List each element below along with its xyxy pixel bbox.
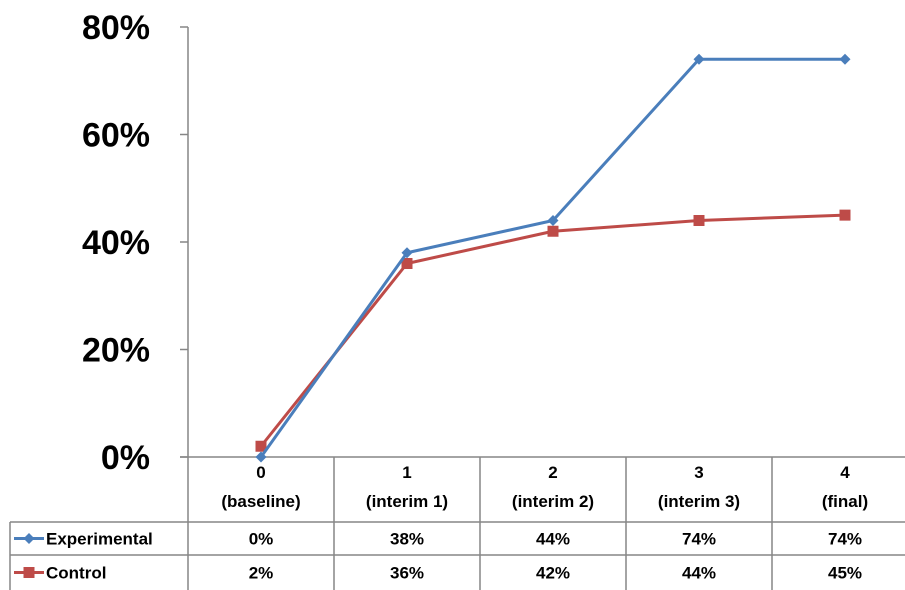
data-table: 0 (baseline) 1 (interim 1) 2 (interim 2) 3 (int… [9,456,905,590]
x-category-number: 4 [840,463,850,482]
legend-key-marker [23,533,35,544]
data-point-experimental [401,247,413,259]
data-point-control [401,258,413,269]
y-tick-label: 40% [82,224,150,262]
y-tick-label: 0% [101,439,150,477]
legend-key-marker [23,567,35,578]
series-lines [255,53,851,463]
table-cell-value: 42% [536,564,570,583]
x-category-number: 1 [402,463,411,482]
x-category-label: (final) [822,492,868,511]
table-cell-value: 38% [390,530,424,549]
y-axis: 0% 20% 40% 60% 80% [82,9,189,477]
table-cell-value: 36% [390,564,424,583]
y-tick-label: 20% [82,332,150,370]
x-category-number: 2 [548,463,557,482]
table-cell-value: 45% [828,564,862,583]
y-tick-label: 60% [82,117,150,155]
legend-label-control: Control [46,564,106,583]
x-category-number: 0 [256,463,265,482]
table-cell-value: 44% [536,530,570,549]
table-cell-value: 2% [249,564,274,583]
x-category-label: (interim 1) [366,492,448,511]
x-category-label: (interim 3) [658,492,740,511]
x-category-label: (interim 2) [512,492,594,511]
table-cell-value: 44% [682,564,716,583]
x-category-label: (baseline) [221,492,300,511]
data-point-control [693,215,705,226]
series-line-control [259,213,846,448]
data-point-control [255,440,267,452]
data-point-experimental [693,53,705,65]
data-point-control [839,209,851,221]
data-point-experimental [839,53,851,65]
legend-label-experimental: Experimental [46,530,153,549]
data-point-experimental [255,451,267,463]
data-point-control [547,225,559,237]
data-point-experimental [547,215,559,226]
x-category-number: 3 [694,463,703,482]
table-cell-value: 74% [682,530,716,549]
table-cell-value: 0% [249,530,274,549]
table-cell-value: 74% [828,530,862,549]
y-tick-label: 80% [82,9,150,47]
series-line-experimental [259,57,845,458]
